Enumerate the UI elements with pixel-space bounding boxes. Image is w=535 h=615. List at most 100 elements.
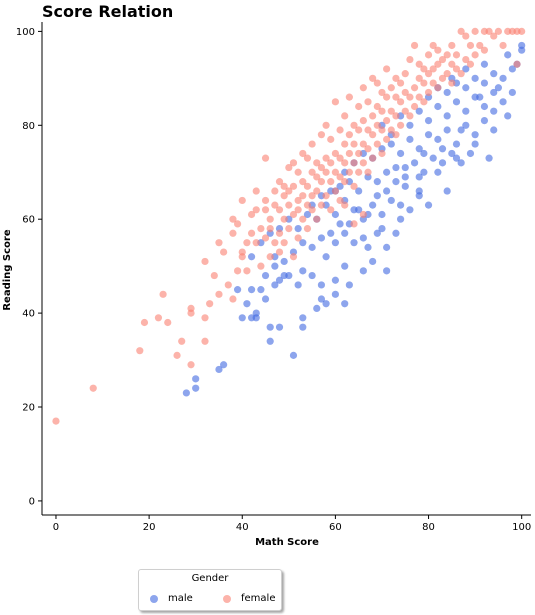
scatter-point-female	[294, 196, 302, 205]
scatter-point-female	[164, 318, 172, 327]
chart-title: Score Relation	[42, 2, 174, 21]
scatter-point-male	[452, 140, 461, 148]
scatter-point-female	[275, 178, 284, 186]
scatter-point-female	[234, 267, 242, 275]
scatter-point-male	[266, 323, 274, 331]
scatter-point-male	[480, 79, 489, 87]
scatter-point-female	[341, 159, 349, 167]
scatter-point-male	[271, 281, 279, 289]
scatter-point-female	[373, 102, 381, 111]
scatter-point-female	[434, 60, 442, 68]
legend: Gender male female	[138, 569, 282, 611]
scatter-point-female	[345, 168, 353, 176]
scatter-point-female	[247, 229, 256, 237]
scatter-point-female	[327, 206, 335, 214]
scatter-point-male	[387, 140, 395, 148]
scatter-point-female	[271, 201, 279, 209]
scatter-point-male	[471, 131, 479, 139]
scatter-point-female	[345, 93, 353, 101]
scatter-point-female	[317, 163, 326, 172]
scatter-point-female	[285, 201, 293, 209]
scatter-point-male	[392, 229, 400, 237]
scatter-point-female	[387, 126, 395, 134]
scatter-point-female	[229, 215, 237, 223]
scatter-point-female	[462, 32, 470, 40]
scatter-point-male	[504, 112, 512, 120]
scatter-point-female	[289, 159, 298, 167]
scatter-point-male	[317, 234, 326, 242]
scatter-point-female	[452, 65, 461, 73]
scatter-point-male	[424, 201, 433, 209]
scatter-point-female	[322, 154, 330, 162]
scatter-point-female	[215, 239, 223, 247]
scatter-point-male	[261, 271, 270, 280]
scatter-point-male	[280, 271, 288, 280]
scatter-point-female	[438, 74, 447, 82]
legend-marker-male	[150, 594, 158, 603]
scatter-point-female	[206, 300, 214, 308]
scatter-point-male	[438, 145, 447, 153]
scatter-point-female	[350, 121, 358, 129]
scatter-point-female	[331, 187, 339, 195]
scatter-point-male	[308, 271, 316, 280]
scatter-point-female	[234, 220, 242, 228]
scatter-point-female	[275, 206, 284, 214]
legend-item-male: male	[150, 593, 193, 604]
scatter-point-male	[327, 229, 335, 237]
scatter-point-male	[406, 206, 414, 214]
scatter-point-female	[401, 88, 409, 97]
scatter-point-female	[238, 253, 246, 261]
scatter-point-female	[322, 168, 330, 176]
scatter-point-male	[299, 323, 307, 331]
scatter-point-female	[369, 154, 377, 162]
scatter-point-male	[331, 290, 339, 298]
scatter-point-female	[350, 140, 358, 148]
scatter-point-male	[424, 131, 433, 139]
scatter-point-female	[397, 98, 405, 106]
scatter-point-female	[359, 210, 367, 219]
scatter-point-female	[303, 224, 312, 233]
scatter-point-female	[350, 220, 358, 228]
scatter-point-female	[280, 182, 288, 190]
scatter-point-male	[345, 281, 353, 289]
scatter-point-female	[280, 215, 288, 223]
scatter-point-female	[336, 126, 344, 134]
scatter-point-male	[485, 154, 493, 162]
scatter-point-male	[480, 60, 489, 68]
scatter-point-female	[210, 271, 218, 280]
scatter-point-female	[397, 121, 405, 129]
scatter-point-male	[424, 117, 433, 125]
x-tick-label: 40	[236, 522, 249, 533]
scatter-point-male	[373, 178, 381, 186]
scatter-point-female	[369, 74, 377, 82]
scatter-point-female	[336, 173, 344, 181]
scatter-point-female	[187, 361, 195, 369]
scatter-point-male	[443, 88, 451, 97]
scatter-point-female	[266, 215, 274, 223]
scatter-point-male	[234, 286, 242, 294]
scatter-point-male	[397, 201, 405, 209]
scatter-point-female	[406, 93, 414, 101]
scatter-point-female	[457, 70, 465, 78]
scatter-point-male	[508, 65, 516, 73]
scatter-point-female	[457, 27, 465, 35]
scatter-point-female	[220, 248, 228, 256]
scatter-point-female	[243, 267, 251, 275]
scatter-point-female	[345, 149, 353, 158]
scatter-point-male	[266, 337, 274, 345]
scatter-point-female	[401, 107, 409, 115]
scatter-point-female	[261, 196, 270, 205]
x-tick-label: 100	[512, 522, 531, 533]
scatter-point-male	[350, 239, 358, 247]
scatter-point-female	[415, 60, 423, 68]
scatter-point-female	[178, 337, 186, 345]
scatter-point-female	[359, 84, 367, 92]
scatter-point-male	[499, 98, 507, 106]
scatter-point-male	[294, 224, 302, 233]
scatter-point-male	[275, 276, 284, 284]
scatter-point-male	[252, 309, 260, 317]
scatter-point-female	[201, 314, 209, 322]
scatter-point-male	[243, 300, 251, 308]
series-female	[52, 27, 526, 425]
scatter-point-female	[313, 215, 321, 223]
